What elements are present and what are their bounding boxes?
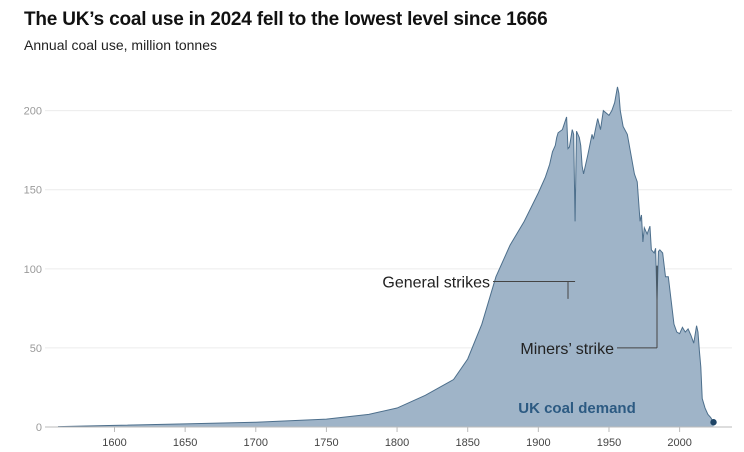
x-tick-label-1600: 1600 — [102, 437, 126, 449]
chart-title: The UK’s coal use in 2024 fell to the lo… — [24, 9, 548, 30]
annotations: General strikes Miners’ strike UK coal d… — [382, 265, 658, 417]
axes: 0 50 100 150 200 1600 1650 1700 1750 1800 1850 1900… — [24, 106, 732, 449]
general-strikes-annotation: General strikes — [382, 274, 490, 291]
chart-subtitle: Annual coal use, million tonnes — [24, 37, 218, 53]
x-tick-label-1700: 1700 — [244, 437, 268, 449]
y-tick-label-200: 200 — [24, 106, 42, 118]
y-tick-label-50: 50 — [30, 343, 42, 355]
x-tick-label-1900: 1900 — [526, 437, 550, 449]
area-line-uk-coal-demand — [57, 86, 714, 428]
area-fill-uk-coal-demand — [58, 86, 714, 427]
x-tick-label-1950: 1950 — [597, 437, 621, 449]
miners-strike-annotation: Miners’ strike — [520, 341, 614, 358]
area-series — [57, 86, 717, 428]
x-tick-label-1750: 1750 — [314, 437, 338, 449]
y-tick-label-150: 150 — [24, 185, 42, 197]
x-tick-label-1800: 1800 — [385, 437, 409, 449]
y-tick-label-0: 0 — [36, 422, 42, 434]
y-tick-label-100: 100 — [24, 264, 42, 276]
x-tick-label-2000: 2000 — [667, 437, 691, 449]
latest-value-marker — [710, 419, 717, 426]
x-tick-label-1850: 1850 — [455, 437, 479, 449]
x-tick-label-1650: 1650 — [173, 437, 197, 449]
series-label-uk-coal-demand: UK coal demand — [518, 400, 636, 417]
